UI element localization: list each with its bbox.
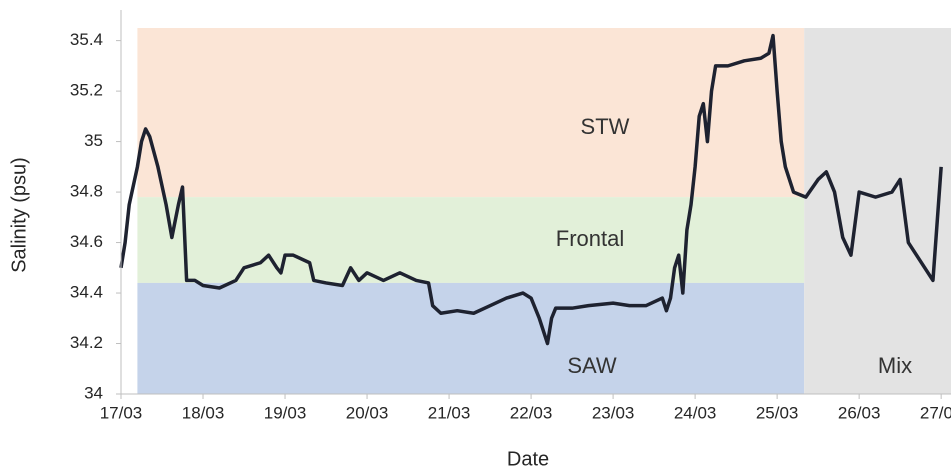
x-tick-label: 18/03 bbox=[182, 403, 225, 422]
y-tick-label: 35 bbox=[84, 131, 103, 150]
series-layer bbox=[119, 33, 943, 346]
y-tick-label: 34.4 bbox=[70, 283, 103, 302]
x-axis-title: Date bbox=[507, 448, 549, 470]
x-tick-label: 23/03 bbox=[592, 403, 635, 422]
x-tick-label: 25/03 bbox=[756, 403, 799, 422]
y-tick-label: 34 bbox=[84, 383, 103, 402]
x-tick-label: 19/03 bbox=[264, 403, 307, 422]
x-tick-label: 24/03 bbox=[674, 403, 717, 422]
region bbox=[804, 28, 951, 394]
region bbox=[137, 197, 805, 283]
region-label: Frontal bbox=[556, 226, 624, 251]
y-tick-label: 35.4 bbox=[70, 30, 103, 49]
region bbox=[137, 282, 805, 394]
region-label: STW bbox=[581, 114, 630, 139]
y-tick-label: 34.2 bbox=[70, 333, 103, 352]
region-label: SAW bbox=[567, 353, 617, 378]
salinity-line bbox=[119, 33, 943, 346]
regions bbox=[137, 28, 951, 394]
x-tick-label: 26/03 bbox=[838, 403, 881, 422]
x-tick-label: 17/03 bbox=[100, 403, 143, 422]
region-label: Mix bbox=[878, 353, 912, 378]
x-tick-label: 22/03 bbox=[510, 403, 553, 422]
region bbox=[137, 28, 805, 198]
x-tick-label: 20/03 bbox=[346, 403, 389, 422]
y-tick-label: 35.2 bbox=[70, 81, 103, 100]
x-tick-label: 27/03 bbox=[920, 403, 951, 422]
y-axis-title: Salinity (psu) bbox=[8, 157, 30, 273]
y-tick-label: 34.6 bbox=[70, 232, 103, 251]
x-tick-label: 21/03 bbox=[428, 403, 471, 422]
axes: 34 34.2 34.4 34.6 34.8 35 35.2 35.4 17/03 18/03 19… bbox=[70, 10, 951, 422]
y-tick-label: 34.8 bbox=[70, 182, 103, 201]
